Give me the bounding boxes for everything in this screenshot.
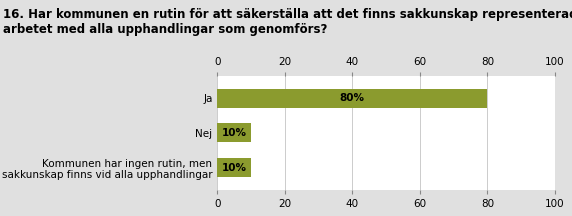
Bar (217, 158, 251, 177)
Bar (217, 89, 487, 108)
Text: 10%: 10% (222, 162, 247, 173)
Text: 10%: 10% (222, 128, 247, 138)
Text: 16. Har kommunen en rutin för att säkerställa att det finns sakkunskap represent: 16. Har kommunen en rutin för att säkers… (3, 8, 572, 36)
Text: 80%: 80% (340, 93, 365, 103)
Bar (217, 123, 251, 142)
